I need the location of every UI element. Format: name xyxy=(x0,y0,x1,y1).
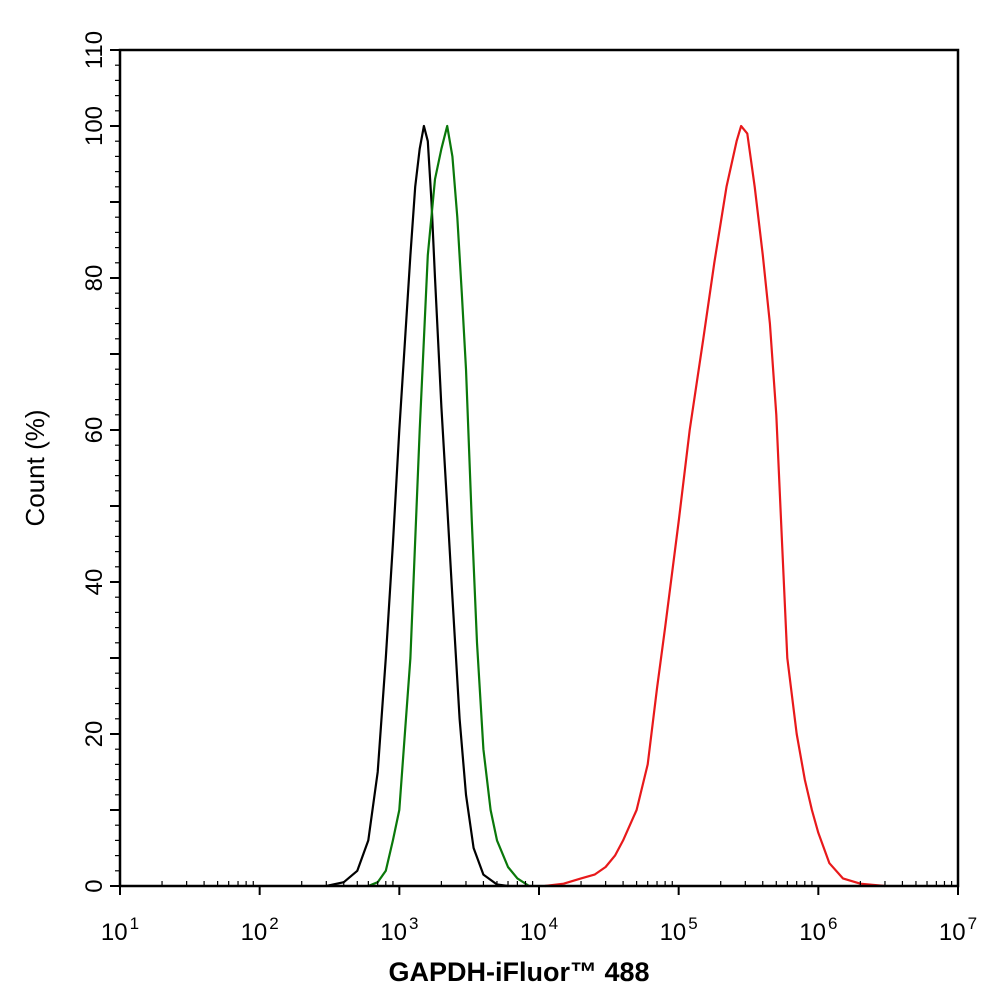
histogram-line-2 xyxy=(367,124,530,888)
x-tick-label: 10 7 xyxy=(939,914,977,946)
y-axis-title: Count (%) xyxy=(20,409,50,526)
histogram-line-1 xyxy=(326,124,509,888)
y-tick-label: 100 xyxy=(81,106,108,146)
y-tick-label: 60 xyxy=(81,417,108,444)
y-tick-label: 110 xyxy=(81,31,108,69)
y-tick-label: 40 xyxy=(81,569,108,596)
x-tick-label: 10 3 xyxy=(380,914,418,946)
series-layer xyxy=(326,124,886,888)
x-axis-title: GAPDH-iFluor™ 488 xyxy=(388,957,649,987)
y-tick-labels: 0 20 40 60 80 100 110 xyxy=(81,31,108,893)
minor-tick-layer xyxy=(115,64,953,886)
x-tick-label: 10 6 xyxy=(799,914,837,946)
x-tick-label: 10 2 xyxy=(241,914,279,946)
x-tick-labels: 10 1 10 2 10 3 10 4 10 5 10 6 10 7 xyxy=(101,914,977,946)
y-tick-label: 80 xyxy=(81,265,108,292)
y-tick-label: 20 xyxy=(81,721,108,748)
major-tick-layer xyxy=(110,49,959,895)
y-tick-label: 0 xyxy=(81,879,108,892)
x-tick-label: 10 1 xyxy=(101,914,139,946)
x-tick-label: 10 5 xyxy=(660,914,698,946)
x-tick-label: 10 4 xyxy=(520,914,558,946)
plot-frame xyxy=(118,48,960,888)
histogram-line-3 xyxy=(544,124,886,888)
